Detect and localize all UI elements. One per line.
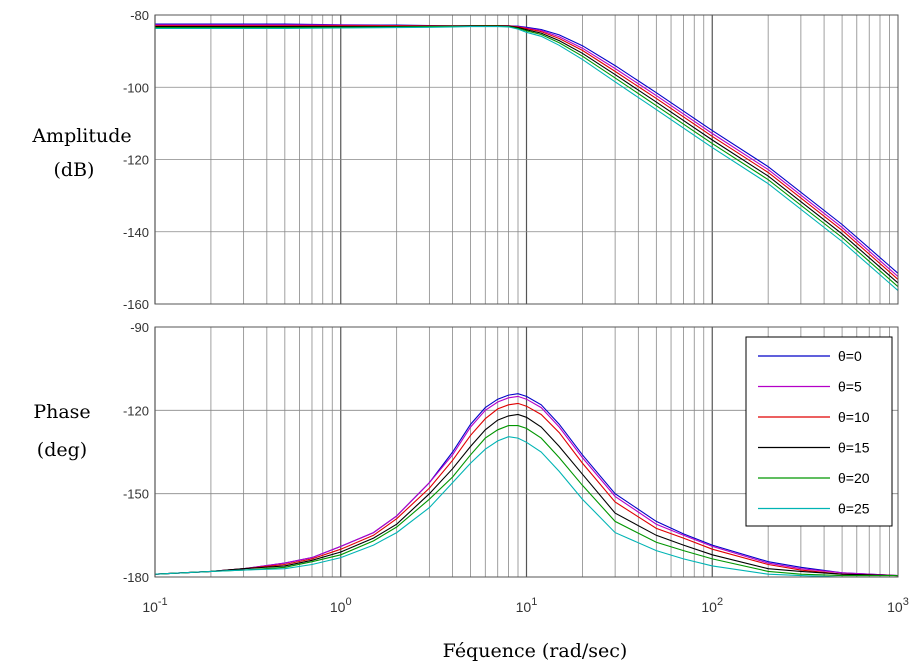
- y-tick-label: -90: [130, 320, 149, 335]
- x-tick-label: 101: [516, 596, 538, 615]
- legend-label-5: θ=25: [838, 501, 870, 517]
- legend-label-0: θ=0: [838, 348, 862, 364]
- y-tick-label: -120: [123, 153, 149, 168]
- y-tick-label: -150: [123, 487, 149, 502]
- phase-y-ticks: -90 -120 -150 -180: [123, 320, 149, 585]
- y-tick-label: -160: [123, 297, 149, 312]
- legend-label-1: θ=5: [838, 379, 862, 395]
- magnitude-y-ticks: -80 -100 -120 -140 -160: [123, 8, 149, 312]
- phase-panel: -90 -120 -150 -180 10-1 100 101 102 103 Phase (…: [33, 320, 909, 615]
- magnitude-axes-frame: [154, 14, 899, 305]
- x-tick-label: 102: [701, 596, 723, 615]
- series-line-1: [154, 395, 899, 577]
- phase-ylabel-line2: (deg): [37, 439, 87, 461]
- series-line-2: [154, 402, 899, 577]
- series-line-3: [154, 413, 899, 577]
- y-tick-label: -180: [123, 570, 149, 585]
- legend-label-4: θ=20: [838, 470, 870, 486]
- phase-x-ticks: 10-1 100 101 102 103: [142, 596, 909, 615]
- phase-axes-frame: [154, 326, 899, 578]
- y-tick-label: -100: [123, 80, 149, 95]
- series-line-4: [154, 425, 898, 577]
- magnitude-series: [155, 23, 899, 292]
- series-line-5: [155, 26, 899, 292]
- legend-label-3: θ=15: [838, 440, 870, 456]
- magnitude-panel: -80 -100 -120 -140 -160 Amplitude (dB): [31, 8, 899, 312]
- magnitude-ylabel-line2: (dB): [54, 159, 95, 181]
- legend-box: [745, 336, 893, 527]
- magnitude-ylabel-line1: Amplitude: [31, 125, 131, 147]
- y-tick-label: -140: [123, 225, 149, 240]
- legend: θ=0 θ=5 θ=10 θ=15 θ=20 θ=25: [745, 336, 893, 527]
- legend-label-2: θ=10: [838, 409, 870, 425]
- x-tick-label: 10-1: [142, 596, 167, 615]
- series-line-5: [154, 436, 898, 578]
- x-tick-label: 100: [330, 596, 352, 615]
- x-tick-label: 103: [887, 596, 909, 615]
- x-axis-label: Féquence (rad/sec): [443, 640, 628, 662]
- phase-ylabel-line1: Phase: [33, 401, 90, 423]
- y-tick-label: -80: [130, 8, 149, 23]
- phase-series: [154, 393, 899, 578]
- y-tick-label: -120: [123, 403, 149, 418]
- magnitude-grid: [154, 14, 898, 305]
